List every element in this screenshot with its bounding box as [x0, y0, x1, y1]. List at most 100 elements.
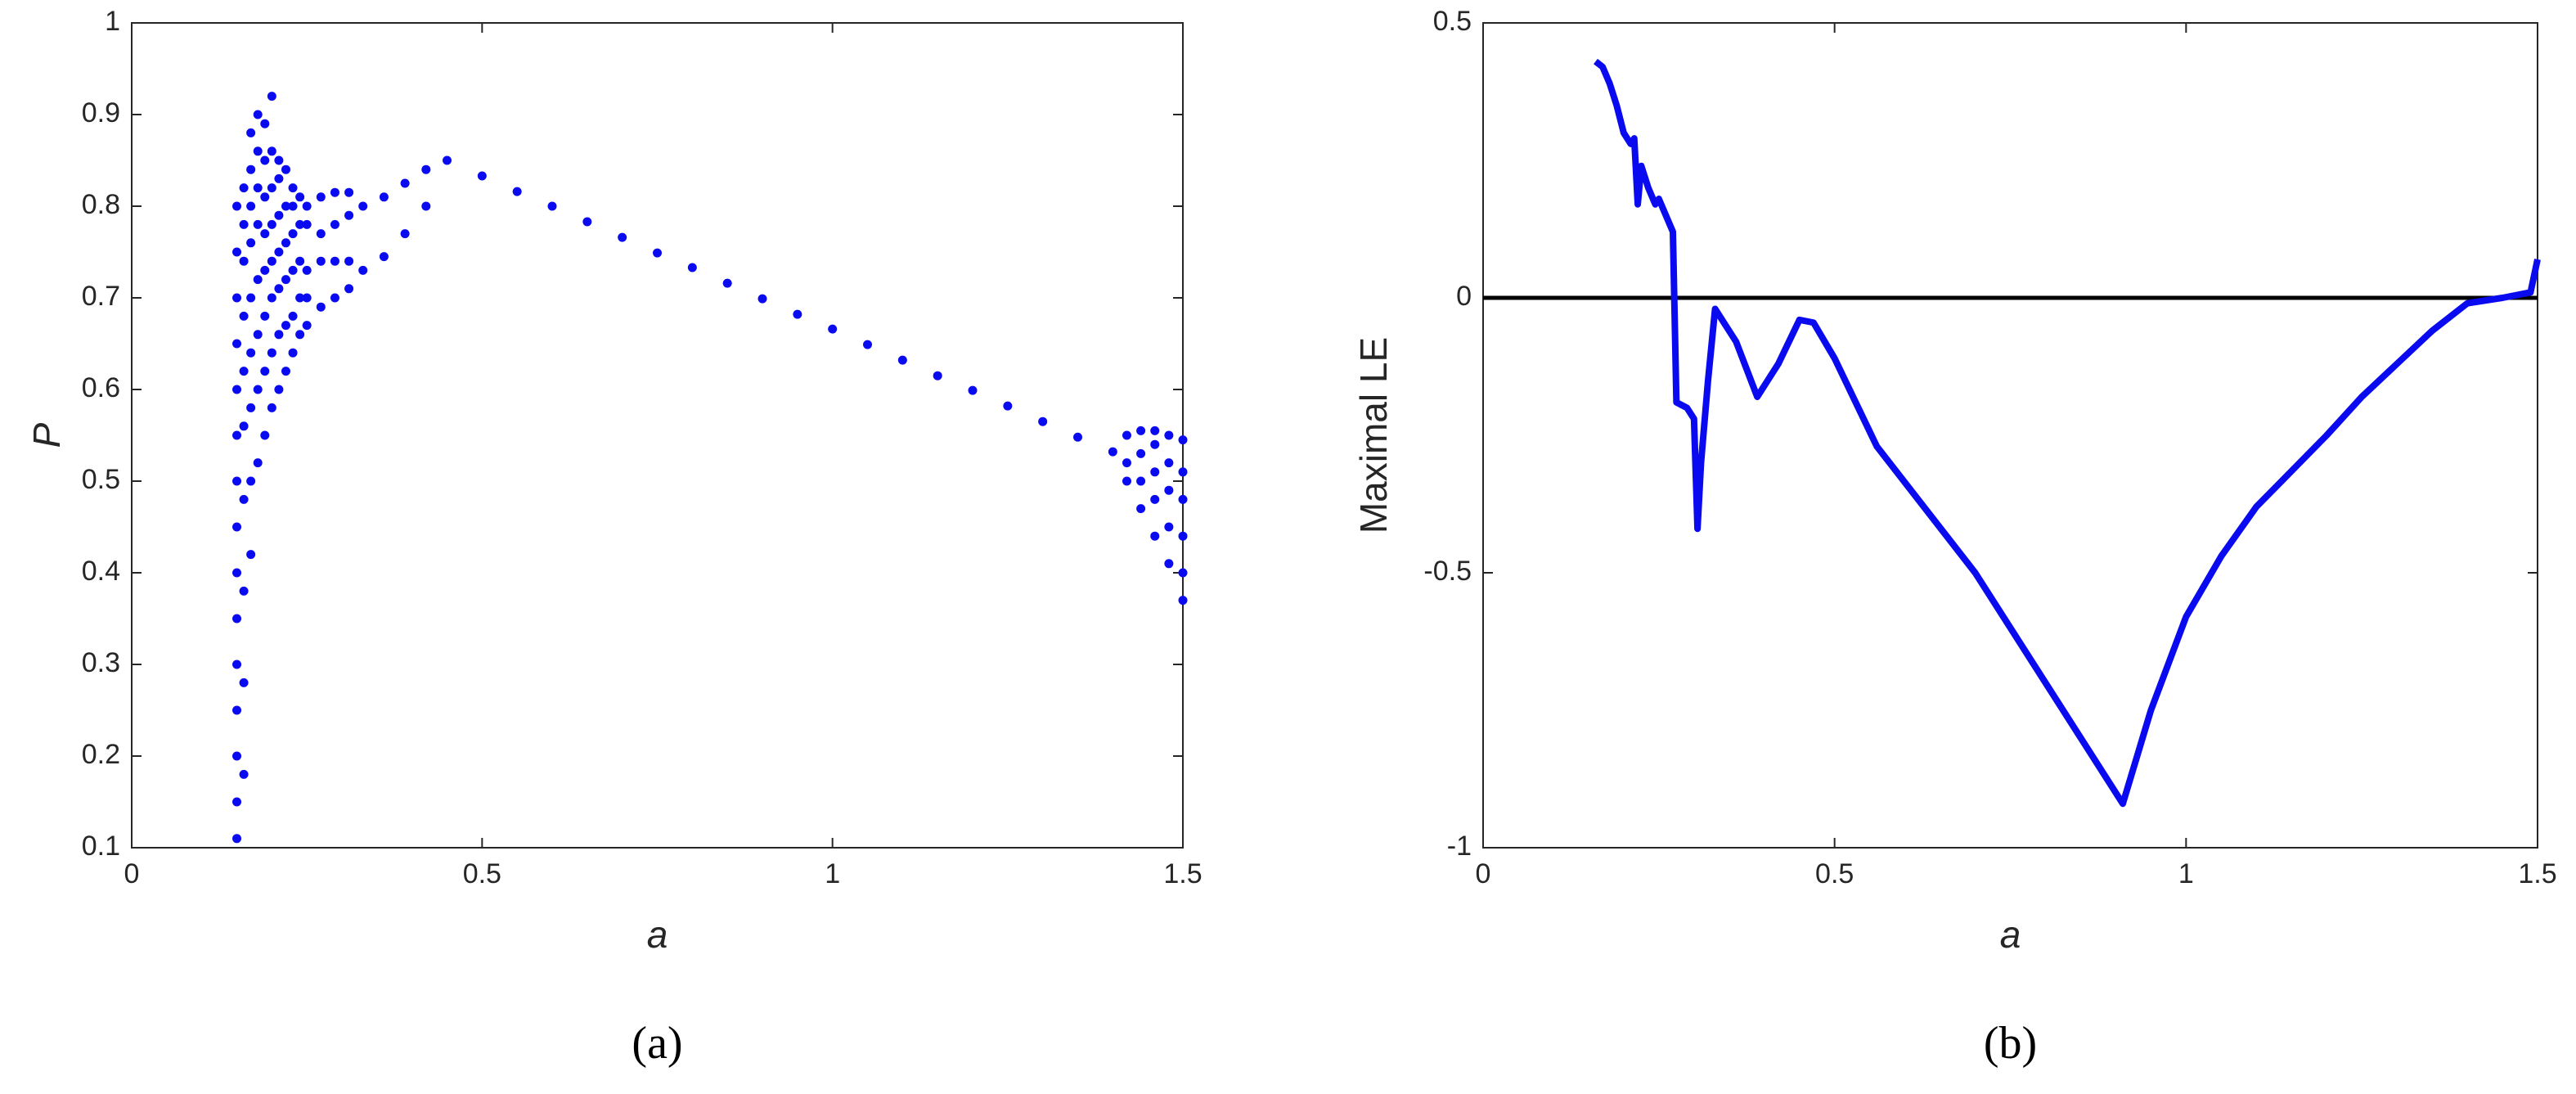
- point: [1136, 448, 1146, 458]
- point: [232, 568, 241, 578]
- point: [267, 146, 276, 156]
- point: [274, 210, 284, 220]
- point: [232, 614, 241, 624]
- point: [1178, 568, 1188, 578]
- point: [260, 430, 270, 440]
- point: [344, 256, 354, 266]
- point: [330, 187, 339, 197]
- point: [260, 192, 270, 202]
- point: [1038, 416, 1048, 426]
- y-tick-label: 0.3: [82, 647, 120, 678]
- point: [302, 219, 312, 229]
- x-tick-label: 1.5: [2518, 858, 2556, 889]
- point: [302, 293, 312, 303]
- x-tick-label: 0: [1476, 858, 1491, 889]
- point: [421, 201, 431, 211]
- y-tick-label: 0.5: [1433, 6, 1472, 37]
- point: [281, 201, 290, 211]
- axes-box: [1482, 22, 2538, 849]
- y-tick-label: 0.5: [82, 464, 120, 495]
- point: [281, 275, 290, 285]
- point: [1136, 504, 1146, 514]
- y-tick-label: 0.7: [82, 281, 120, 312]
- point: [1150, 439, 1160, 449]
- point: [1003, 401, 1013, 411]
- point: [379, 252, 389, 262]
- point: [246, 201, 256, 211]
- point: [358, 265, 368, 275]
- point: [232, 430, 241, 440]
- caption: (b): [1984, 1018, 2037, 1069]
- point: [1150, 425, 1160, 435]
- point: [1108, 447, 1117, 457]
- point: [246, 403, 256, 412]
- point: [1164, 485, 1174, 495]
- point: [1150, 494, 1160, 504]
- point: [274, 247, 284, 257]
- point: [295, 293, 305, 303]
- point: [1136, 425, 1146, 435]
- point: [295, 219, 305, 229]
- point: [260, 367, 270, 376]
- point: [582, 217, 592, 227]
- x-axis-label: a: [2000, 913, 2021, 956]
- point: [288, 348, 298, 358]
- point: [316, 192, 326, 202]
- point: [246, 293, 256, 303]
- point: [253, 146, 263, 156]
- point: [267, 92, 276, 101]
- point: [281, 238, 290, 248]
- point: [400, 178, 410, 188]
- point: [1164, 559, 1174, 569]
- point: [288, 311, 298, 321]
- point: [968, 385, 978, 395]
- point: [1178, 531, 1188, 541]
- point: [302, 265, 312, 275]
- point: [547, 201, 557, 211]
- point: [232, 385, 241, 394]
- point: [1122, 476, 1131, 486]
- y-tick-label: 0.1: [82, 831, 120, 862]
- point: [653, 248, 662, 258]
- x-tick-label: 0.5: [463, 858, 501, 889]
- y-tick-label: 0.9: [82, 97, 120, 128]
- point: [246, 348, 256, 358]
- point: [246, 238, 256, 248]
- x-axis-label: a: [647, 913, 668, 956]
- y-tick-label: 0.2: [82, 739, 120, 770]
- point: [232, 705, 241, 715]
- point: [1164, 522, 1174, 532]
- point: [1178, 435, 1188, 445]
- point: [239, 421, 249, 431]
- point: [232, 476, 241, 486]
- point: [239, 219, 249, 229]
- point: [295, 256, 305, 266]
- point: [288, 201, 298, 211]
- point: [288, 229, 298, 239]
- point: [253, 385, 263, 394]
- point: [687, 263, 697, 272]
- point: [281, 367, 290, 376]
- point: [274, 155, 284, 165]
- point: [246, 550, 256, 560]
- point: [933, 371, 942, 380]
- y-tick-label: 0.4: [82, 556, 120, 587]
- point: [295, 192, 305, 202]
- point: [302, 201, 312, 211]
- point: [246, 476, 256, 486]
- point: [239, 769, 249, 779]
- point: [379, 192, 389, 202]
- x-tick-label: 1: [2178, 858, 2194, 889]
- point: [330, 256, 339, 266]
- point: [232, 247, 241, 257]
- axes-box: [131, 22, 1184, 849]
- point: [330, 219, 339, 229]
- point: [1178, 596, 1188, 606]
- point: [1178, 467, 1188, 477]
- point: [758, 294, 767, 304]
- x-tick-label: 0: [124, 858, 140, 889]
- y-tick-label: 1: [105, 6, 120, 37]
- x-tick-label: 1.5: [1163, 858, 1202, 889]
- y-tick-label: 0.8: [82, 189, 120, 220]
- point: [239, 311, 249, 321]
